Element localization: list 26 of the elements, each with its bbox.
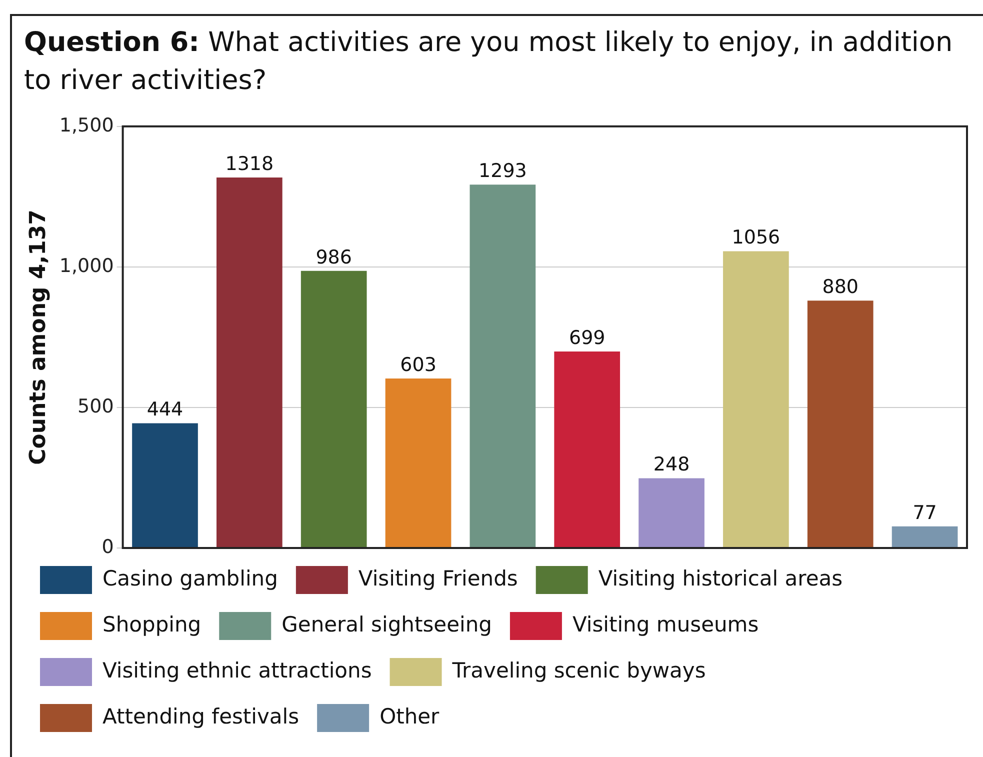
legend-label: Attending festivals [102,704,300,728]
data-label: 248 [653,454,690,476]
data-label: 603 [400,354,436,376]
legend-label: Visiting Friends [358,566,518,590]
legend-label: Visiting historical areas [598,566,843,590]
data-label: 77 [912,502,937,524]
data-label: 444 [146,398,184,421]
data-label: 699 [568,326,606,349]
y-axis-title: Counts among 4,137 [26,209,51,465]
data-label: 1318 [225,152,274,175]
data-label: 1056 [732,226,780,249]
legend-label: Shopping [102,612,202,636]
data-label: 880 [822,276,858,298]
chart-title: Question 6: What activities are you most likely to enjoy, in addition to river activities? [24,26,954,98]
y-tick-label: 1,000 [59,254,114,277]
y-tick-label: 0 [102,536,114,558]
data-label: 1293 [478,160,527,182]
legend-label: Casino gambling [102,566,278,590]
legend-label: General sightseeing [282,612,492,636]
data-label: 986 [316,246,352,268]
y-tick-label: 1,500 [59,114,114,136]
y-tick-label: 500 [78,395,114,418]
legend-label: Traveling scenic byways [451,658,706,682]
legend-label: Other [380,704,440,728]
legend-label: Visiting museums [572,612,759,636]
legend-label: Visiting ethnic attractions [102,658,372,682]
